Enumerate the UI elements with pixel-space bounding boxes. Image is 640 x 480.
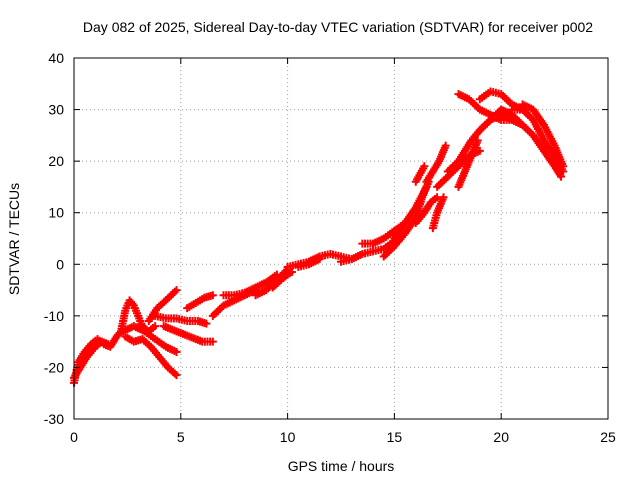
data-point xyxy=(202,319,211,328)
series-track-2 xyxy=(70,337,113,382)
plot-frame xyxy=(73,57,609,420)
x-tick-label: 25 xyxy=(600,429,616,445)
data-point xyxy=(475,146,484,155)
x-tick-label: 10 xyxy=(280,429,296,445)
series-track-30 xyxy=(518,100,568,171)
x-tick-label: 5 xyxy=(177,429,185,445)
data-point xyxy=(287,268,296,277)
data-point xyxy=(439,193,448,202)
data-point xyxy=(315,255,324,264)
series-track-32 xyxy=(428,193,448,233)
y-tick-label: -10 xyxy=(44,308,64,324)
series-track-16 xyxy=(337,237,399,266)
y-tick-label: 20 xyxy=(48,153,64,169)
series-track-20 xyxy=(411,193,442,228)
y-tick-label: 40 xyxy=(48,50,64,66)
data-point xyxy=(208,337,217,346)
y-tick-label: -30 xyxy=(44,411,64,427)
series-track-4 xyxy=(121,332,181,380)
data-point xyxy=(420,162,429,171)
data-point xyxy=(104,340,113,349)
data-point xyxy=(557,172,566,181)
y-tick-label: 10 xyxy=(48,205,64,221)
data-series xyxy=(70,87,568,387)
y-axis-label: SDTVAR / TECUs xyxy=(6,183,22,295)
series-track-1 xyxy=(70,327,125,387)
x-tick-label: 15 xyxy=(387,429,403,445)
y-tick-label: 30 xyxy=(48,102,64,118)
data-point xyxy=(172,347,181,356)
series-track-31 xyxy=(497,115,527,130)
series-track-5 xyxy=(119,322,181,356)
data-point xyxy=(518,121,527,130)
chart-title: Day 082 of 2025, Sidereal Day-to-day VTE… xyxy=(83,19,593,35)
series-track-6 xyxy=(144,286,181,326)
series-track-8 xyxy=(159,322,217,346)
data-point xyxy=(441,141,450,150)
data-point xyxy=(172,371,181,380)
axis-ticks: 0 5 10 15 20 25 -30 -20 -10 0 10 20 30 40 xyxy=(44,50,616,445)
series-track-12 xyxy=(251,265,292,300)
y-tick-label: 0 xyxy=(56,256,64,272)
series-track-13 xyxy=(268,268,296,292)
data-point xyxy=(473,136,482,145)
series-track-21 xyxy=(422,141,450,186)
data-point xyxy=(208,291,217,300)
series-track-33 xyxy=(294,255,324,271)
x-tick-label: 20 xyxy=(493,429,509,445)
y-tick-label: -20 xyxy=(44,359,64,375)
series-track-34 xyxy=(411,162,429,186)
series-track-24 xyxy=(454,136,482,191)
series-track-9 xyxy=(183,291,217,313)
data-point xyxy=(151,322,160,331)
data-point xyxy=(559,162,568,171)
series-track-27 xyxy=(475,110,516,135)
x-tick-label: 0 xyxy=(70,429,78,445)
series-track-7 xyxy=(151,311,211,328)
x-axis-label: GPS time / hours xyxy=(288,458,395,474)
data-point xyxy=(172,286,181,295)
series-track-19 xyxy=(390,182,431,243)
